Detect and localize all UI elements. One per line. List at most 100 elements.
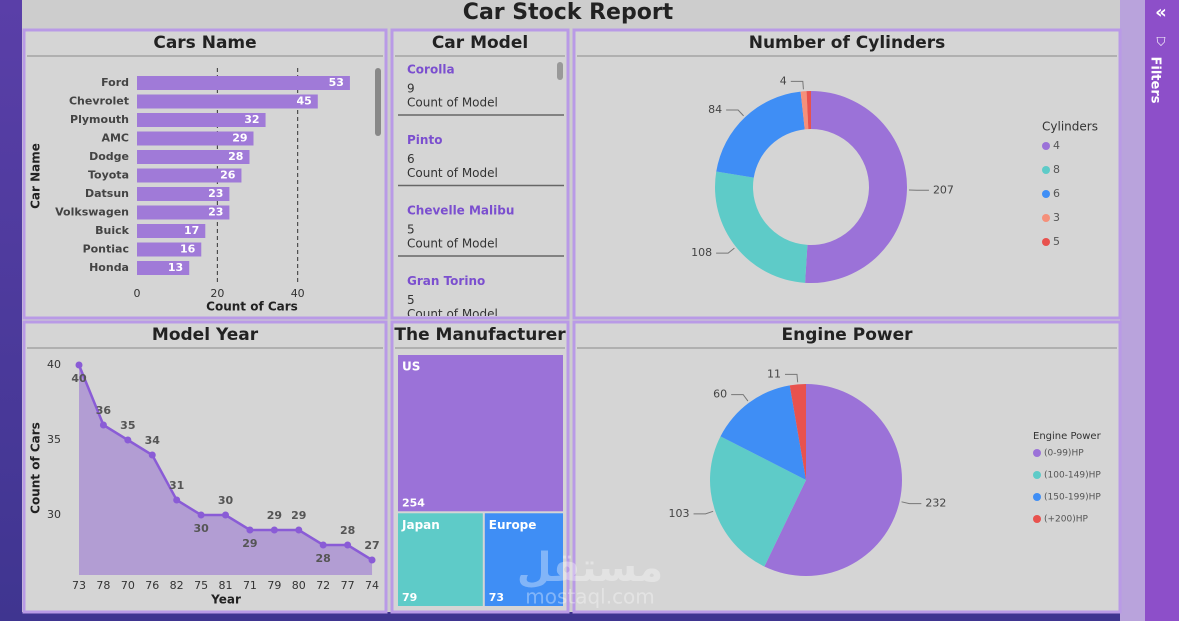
data-label: 103 bbox=[669, 507, 690, 520]
legend-label: 3 bbox=[1053, 211, 1060, 224]
point bbox=[222, 511, 230, 519]
leader-line bbox=[726, 109, 744, 117]
card-caption: Count of Model bbox=[407, 307, 498, 321]
data-label: 16 bbox=[180, 243, 196, 256]
legend-label: 4 bbox=[1053, 139, 1060, 152]
filters-label[interactable]: Filters bbox=[1148, 57, 1163, 104]
x-axis-title: Year bbox=[210, 593, 241, 607]
x-tick-label: 80 bbox=[292, 579, 306, 592]
panel-title: Car Model bbox=[432, 33, 528, 53]
bar bbox=[137, 168, 242, 183]
x-tick-label: 75 bbox=[194, 579, 208, 592]
panel-title: Number of Cylinders bbox=[749, 33, 946, 53]
x-tick-label: 79 bbox=[267, 579, 281, 592]
legend-marker bbox=[1033, 449, 1041, 457]
data-label: 30 bbox=[193, 522, 209, 535]
leader-line bbox=[693, 510, 714, 515]
leader-line bbox=[784, 373, 799, 383]
data-label: 232 bbox=[925, 497, 946, 510]
legend-marker bbox=[1042, 142, 1050, 150]
legend-marker bbox=[1042, 190, 1050, 198]
bar bbox=[137, 242, 202, 257]
y-tick-label: 30 bbox=[47, 508, 61, 521]
y-tick-label: Plymouth bbox=[70, 113, 129, 126]
legend-label: 5 bbox=[1053, 235, 1060, 248]
filter-icon: ⛉ bbox=[1156, 35, 1165, 49]
data-label: 35 bbox=[120, 419, 135, 432]
tile-value: 254 bbox=[402, 496, 425, 509]
legend-title: Cylinders bbox=[1042, 120, 1098, 134]
point bbox=[197, 511, 205, 519]
card-name: Gran Torino bbox=[407, 274, 485, 288]
report-title: Car Stock Report bbox=[463, 0, 674, 25]
y-tick-label: 40 bbox=[47, 358, 61, 371]
data-label: 32 bbox=[244, 113, 259, 126]
bar bbox=[137, 187, 230, 201]
data-label: 29 bbox=[242, 537, 257, 550]
legend-label: (0-99)HP bbox=[1044, 449, 1084, 459]
scrollbar bbox=[557, 62, 563, 80]
data-label: 108 bbox=[691, 246, 712, 259]
legend-label: 8 bbox=[1053, 163, 1060, 176]
filters-pane[interactable] bbox=[1145, 0, 1179, 621]
data-label: 36 bbox=[96, 404, 112, 417]
slice bbox=[716, 91, 805, 178]
legend-marker bbox=[1042, 214, 1050, 222]
data-label: 84 bbox=[708, 103, 722, 116]
slice bbox=[710, 436, 806, 567]
x-tick-label: 71 bbox=[243, 579, 257, 592]
tile-label: US bbox=[402, 360, 420, 374]
point bbox=[344, 541, 352, 549]
data-label: 28 bbox=[316, 552, 331, 565]
y-tick-label: Dodge bbox=[89, 150, 129, 163]
leader-line bbox=[790, 80, 804, 90]
data-label: 60 bbox=[713, 388, 727, 401]
legend-marker bbox=[1033, 471, 1041, 479]
tile-label: Europe bbox=[489, 518, 537, 532]
data-label: 207 bbox=[933, 183, 954, 196]
panel-title: The Manufacturer bbox=[394, 325, 566, 345]
slice bbox=[789, 384, 806, 480]
pane-edge bbox=[1120, 0, 1145, 621]
card-value: 5 bbox=[407, 293, 415, 307]
data-label: 28 bbox=[228, 150, 243, 163]
y-tick-label: 35 bbox=[47, 433, 61, 446]
data-label: 11 bbox=[767, 367, 781, 380]
slice bbox=[800, 91, 809, 130]
data-label: 29 bbox=[267, 509, 282, 522]
panels: Cars Name Car Model Number of Cylinders Mod… bbox=[22, 28, 1122, 614]
x-tick-label: 20 bbox=[210, 287, 224, 300]
card-name: Corolla bbox=[407, 63, 455, 77]
collapse-icon[interactable]: « bbox=[1155, 2, 1167, 23]
panel bbox=[390, 28, 570, 320]
legend-marker bbox=[1042, 166, 1050, 174]
data-label: 26 bbox=[220, 169, 236, 182]
tile bbox=[484, 513, 563, 606]
y-tick-label: Volkswagen bbox=[55, 206, 129, 219]
x-tick-label: 82 bbox=[170, 579, 184, 592]
legend-marker bbox=[1033, 515, 1041, 523]
tile bbox=[398, 355, 563, 512]
x-tick-label: 81 bbox=[219, 579, 233, 592]
data-label: 53 bbox=[329, 76, 344, 89]
x-tick-label: 0 bbox=[134, 287, 141, 300]
panel-title: Engine Power bbox=[781, 325, 913, 345]
point bbox=[295, 526, 303, 534]
bar bbox=[137, 150, 250, 164]
card-caption: Count of Model bbox=[407, 166, 498, 180]
watermark: مستقل bbox=[517, 545, 663, 591]
x-tick-label: 70 bbox=[121, 579, 135, 592]
x-axis-title: Count of Cars bbox=[206, 300, 298, 314]
card-value: 9 bbox=[407, 82, 415, 96]
x-tick-label: 72 bbox=[316, 579, 330, 592]
card-value: 5 bbox=[407, 223, 415, 237]
tile-value: 79 bbox=[402, 591, 417, 604]
point bbox=[148, 451, 156, 459]
slice bbox=[805, 91, 907, 283]
point bbox=[173, 496, 181, 504]
y-axis-title: Car Name bbox=[29, 143, 43, 209]
data-label: 34 bbox=[145, 434, 161, 447]
point bbox=[270, 526, 278, 534]
